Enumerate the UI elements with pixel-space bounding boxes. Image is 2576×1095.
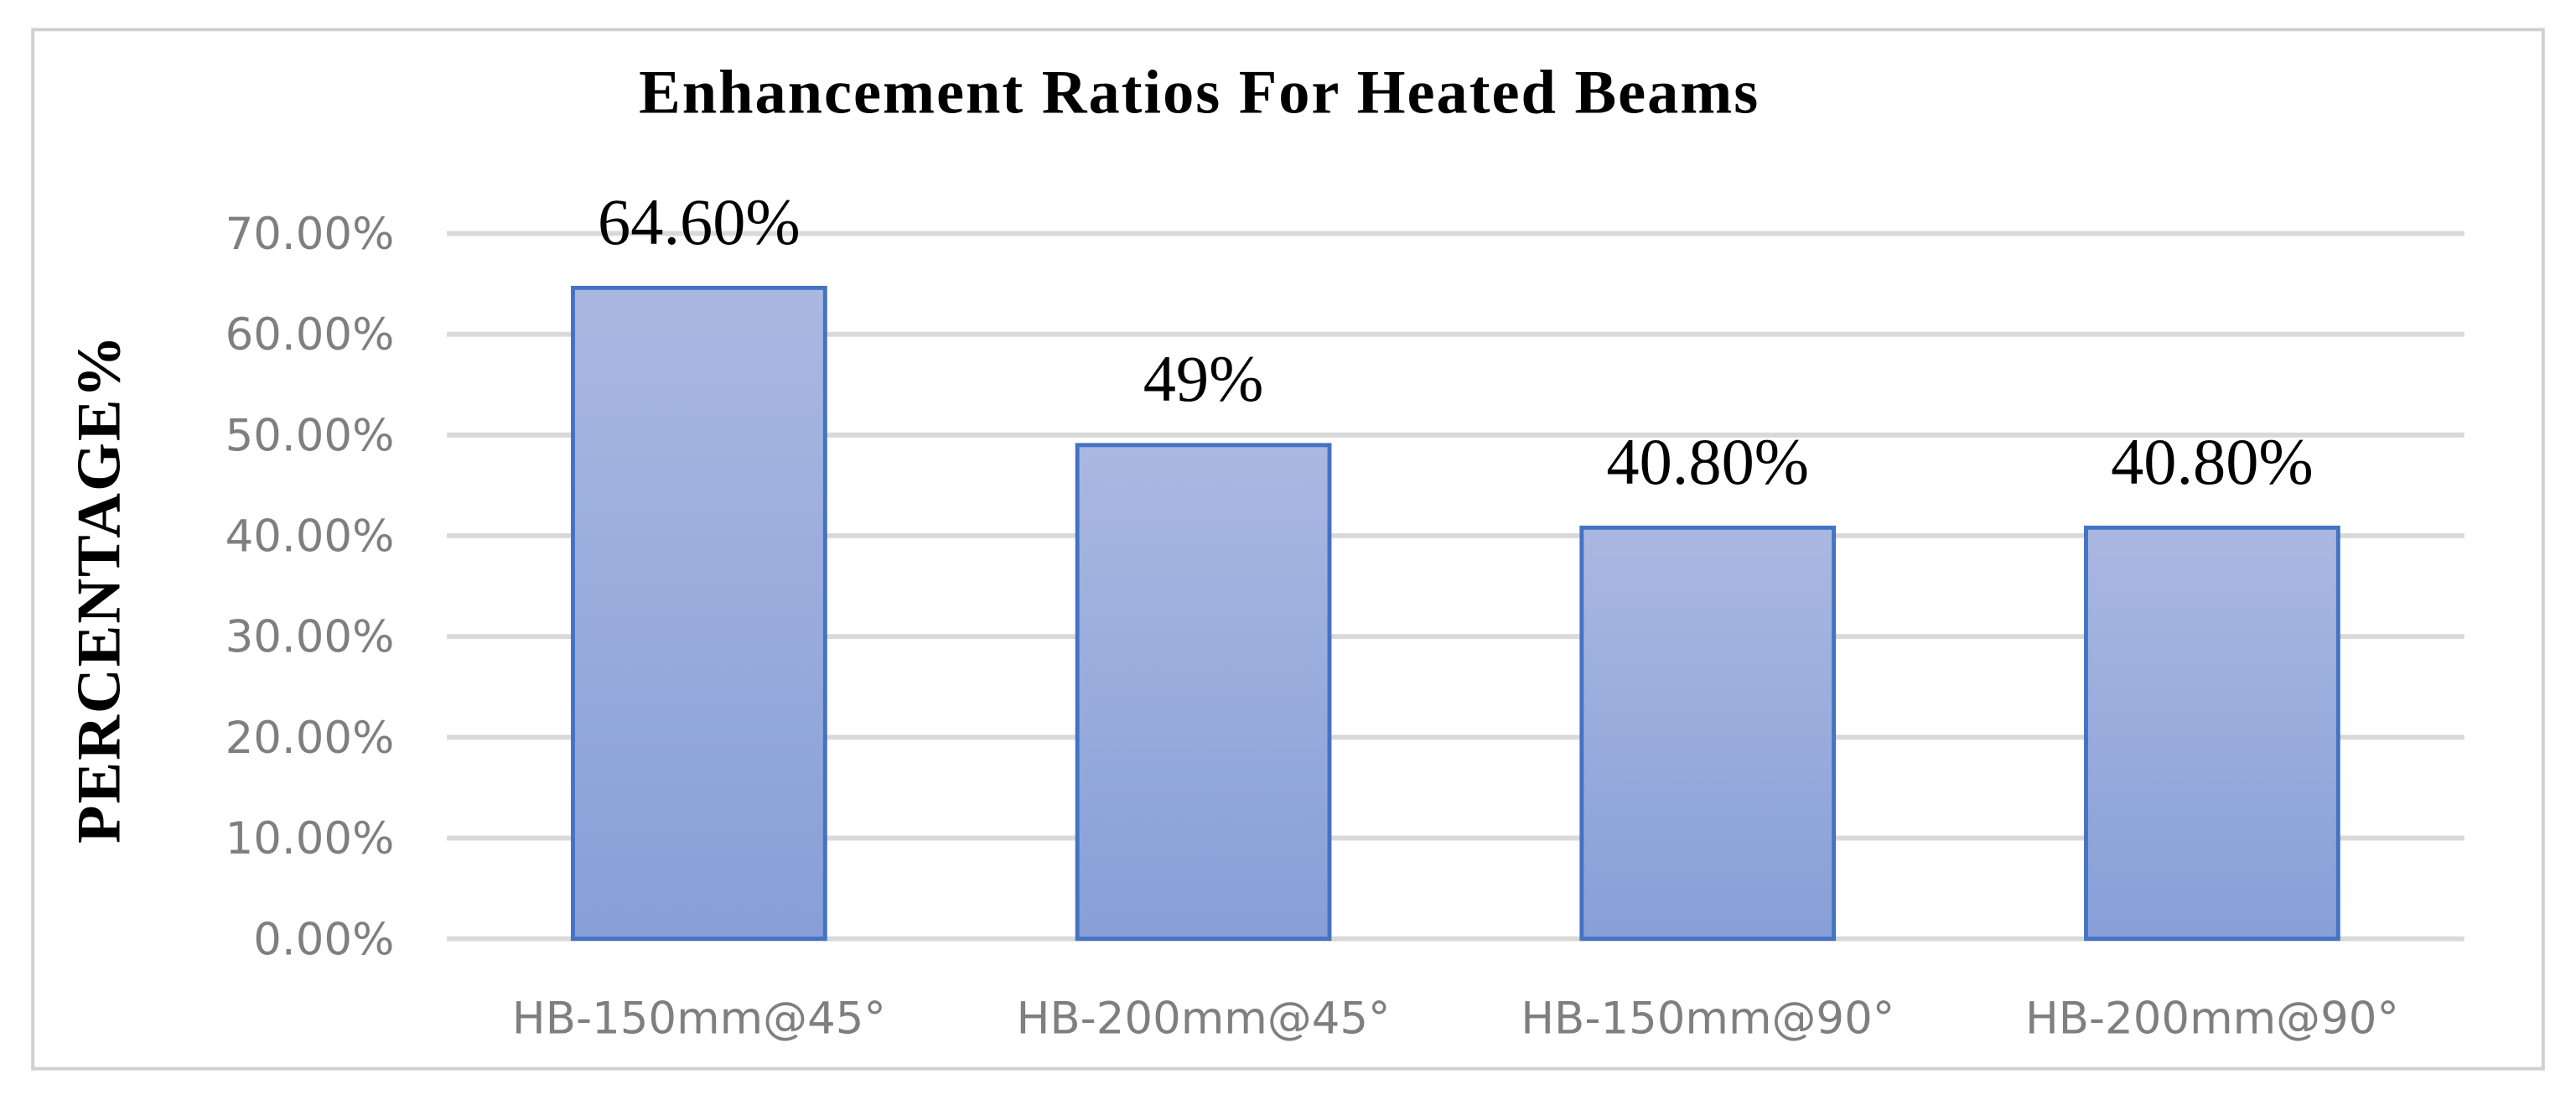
y-tick-label: 10.00%: [225, 813, 395, 864]
bar: [1075, 443, 1332, 942]
y-axis-label: PERCENTAGE%: [65, 334, 134, 843]
data-label: 64.60%: [598, 185, 801, 258]
x-tick-label: HB-150mm@45°: [512, 993, 886, 1044]
data-label: 40.80%: [2111, 425, 2314, 498]
y-tick-label: 0.00%: [253, 914, 394, 965]
y-tick-label: 40.00%: [225, 511, 395, 563]
x-tick-label: HB-150mm@90°: [1521, 993, 1894, 1044]
bar: [2084, 525, 2340, 942]
y-tick-label: 50.00%: [225, 410, 395, 461]
bar: [571, 285, 827, 942]
y-tick-label: 20.00%: [225, 713, 395, 764]
bar: [1579, 525, 1837, 942]
y-tick-label: 70.00%: [225, 209, 395, 260]
data-label: 40.80%: [1606, 425, 1809, 498]
data-label: 49%: [1143, 342, 1264, 415]
chart-title: Enhancement Ratios For Heated Beams: [639, 59, 1760, 127]
y-tick-label: 60.00%: [225, 309, 395, 361]
x-tick-label: HB-200mm@90°: [2025, 993, 2399, 1044]
x-tick-label: HB-200mm@45°: [1017, 993, 1391, 1044]
y-tick-label: 30.00%: [225, 612, 395, 663]
